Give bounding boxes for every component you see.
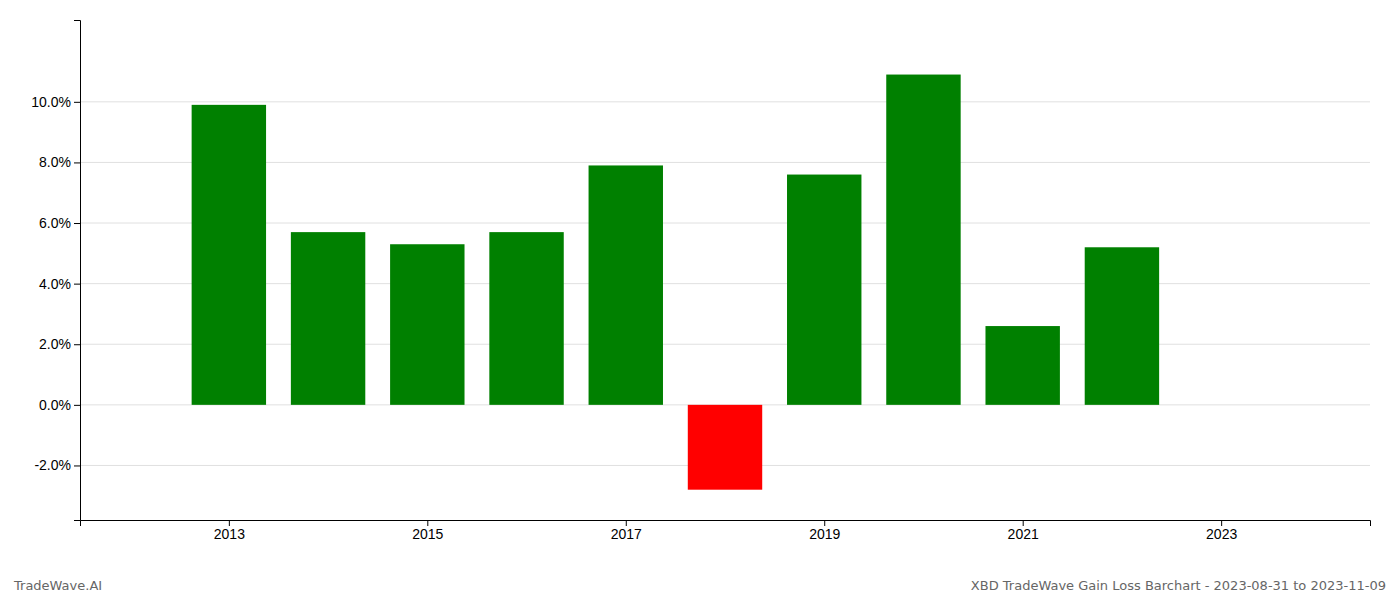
bar	[589, 165, 663, 404]
y-tick: -2.0%	[34, 457, 80, 473]
x-tick: 2015	[412, 520, 443, 542]
footer-right: XBD TradeWave Gain Loss Barchart - 2023-…	[971, 578, 1386, 593]
y-tick-mark	[74, 344, 80, 345]
bar	[291, 232, 365, 405]
x-tick-label: 2019	[809, 526, 840, 542]
grid-line	[80, 283, 1370, 284]
chart: 2013 2015 2017 2019 2021 2023 -2.0% 0.0% 2.0% 4.0…	[0, 0, 1400, 600]
grid-line	[80, 101, 1370, 102]
x-tick-label: 2021	[1008, 526, 1039, 542]
y-axis-line	[74, 21, 81, 521]
y-axis: -2.0% 0.0% 2.0% 4.0% 6.0% 8.0% 10.0%	[31, 21, 80, 521]
x-tick: 2019	[809, 520, 840, 542]
x-tick-label: 2023	[1206, 526, 1237, 542]
y-tick-label: 2.0%	[39, 336, 71, 352]
y-tick-mark	[74, 223, 80, 224]
footer-left: TradeWave.AI	[13, 578, 102, 593]
grid-line	[80, 344, 1370, 345]
y-tick-label: 0.0%	[39, 397, 71, 413]
y-tick-label: 6.0%	[39, 215, 71, 231]
x-tick: 2017	[611, 520, 642, 542]
y-tick: 0.0%	[39, 397, 80, 413]
bar	[787, 175, 861, 405]
bar	[985, 326, 1059, 405]
bars	[192, 75, 1160, 490]
bar	[489, 232, 563, 405]
bar	[688, 405, 762, 490]
y-tick-mark	[74, 405, 80, 406]
y-tick-mark	[74, 102, 80, 103]
x-axis: 2013 2015 2017 2019 2021 2023	[81, 520, 1371, 542]
x-tick-label: 2015	[412, 526, 443, 542]
y-tick-mark	[74, 465, 80, 466]
x-tick: 2021	[1008, 520, 1039, 542]
y-tick-label: 4.0%	[39, 276, 71, 292]
bar	[1085, 247, 1159, 405]
x-tick-label: 2013	[214, 526, 245, 542]
grid-line	[80, 223, 1370, 224]
plot: 2013 2015 2017 2019 2021 2023 -2.0% 0.0% 2.0% 4.0…	[31, 21, 1370, 542]
bar	[886, 75, 960, 405]
y-tick: 2.0%	[39, 336, 80, 352]
x-tick: 2023	[1206, 520, 1237, 542]
y-tick: 4.0%	[39, 276, 80, 292]
grid-line	[80, 162, 1370, 163]
y-tick-mark	[74, 284, 80, 285]
x-axis-line	[81, 521, 1371, 527]
y-tick: 6.0%	[39, 215, 80, 231]
y-tick-mark	[74, 162, 80, 163]
bar	[192, 105, 266, 405]
y-tick: 8.0%	[39, 154, 80, 170]
y-tick-label: -2.0%	[34, 457, 71, 473]
y-tick: 10.0%	[31, 94, 80, 110]
y-tick-label: 8.0%	[39, 154, 71, 170]
x-tick: 2013	[214, 520, 245, 542]
x-tick-label: 2017	[611, 526, 642, 542]
bar	[390, 244, 464, 405]
y-tick-label: 10.0%	[31, 94, 71, 110]
